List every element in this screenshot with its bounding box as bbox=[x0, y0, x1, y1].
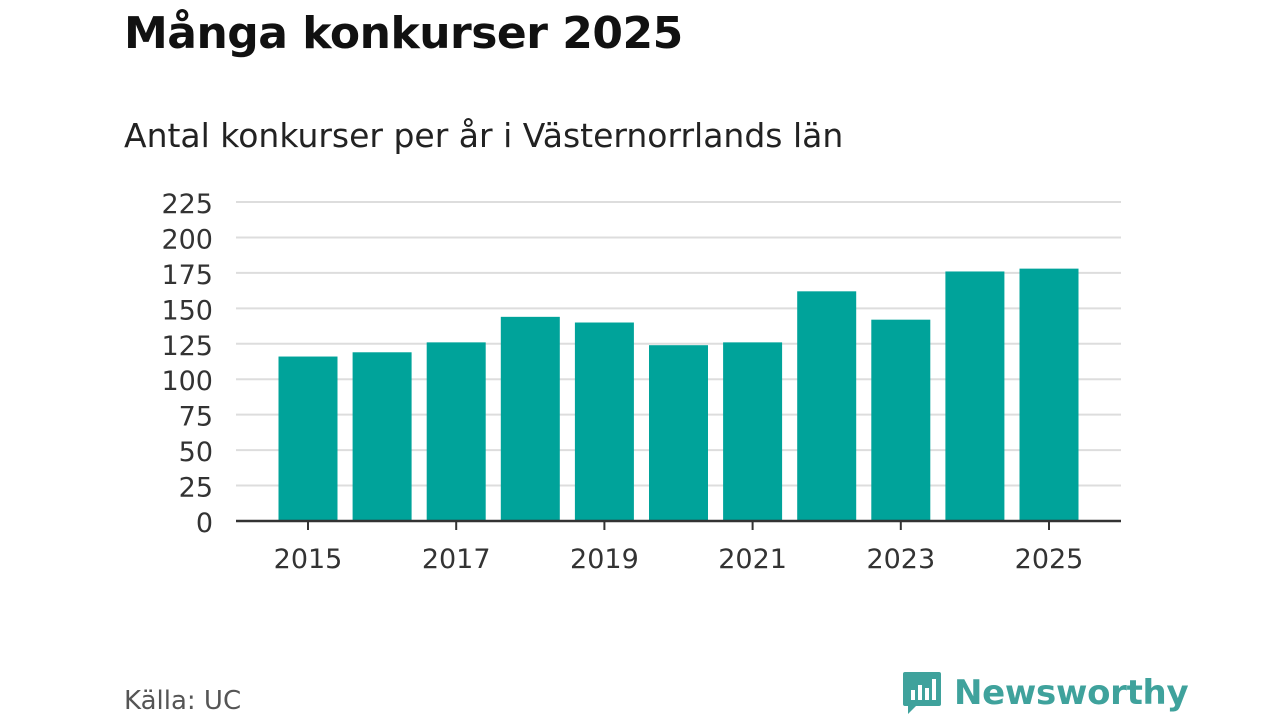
x-tick-label: 2025 bbox=[1015, 544, 1084, 575]
x-tick-label: 2017 bbox=[422, 544, 491, 575]
bar-2017 bbox=[426, 342, 486, 521]
brand-logo: Newsworthy bbox=[902, 670, 1189, 716]
bar-2020 bbox=[649, 345, 708, 521]
y-tick-label: 150 bbox=[161, 295, 213, 326]
bar-2024 bbox=[945, 271, 1005, 521]
y-tick-label: 125 bbox=[161, 331, 213, 362]
x-tick-label: 2019 bbox=[570, 544, 639, 575]
y-tick-label: 200 bbox=[161, 224, 213, 255]
source-note: Källa: UC bbox=[124, 686, 242, 716]
chart-title: Många konkurser 2025 bbox=[124, 8, 683, 59]
x-tick-label: 2021 bbox=[718, 544, 787, 575]
bar-2021 bbox=[723, 342, 783, 521]
y-tick-label: 75 bbox=[179, 402, 213, 433]
newsworthy-logo-icon bbox=[903, 672, 941, 714]
bar-2016 bbox=[352, 352, 412, 521]
bar-2015 bbox=[278, 356, 338, 521]
chart-subtitle: Antal konkurser per år i Västernorrlands… bbox=[124, 116, 844, 155]
brand-name: Newsworthy bbox=[954, 673, 1189, 713]
y-tick-label: 100 bbox=[161, 366, 213, 397]
y-tick-label: 225 bbox=[161, 189, 213, 220]
bar-2025 bbox=[1019, 268, 1079, 521]
bar-2022 bbox=[797, 291, 857, 521]
bar-2023 bbox=[871, 319, 931, 521]
y-tick-label: 25 bbox=[179, 473, 213, 504]
x-tick-label: 2023 bbox=[866, 544, 935, 575]
y-tick-label: 175 bbox=[161, 260, 213, 291]
y-tick-label: 0 bbox=[196, 508, 213, 539]
bar-2019 bbox=[574, 322, 634, 521]
bar-2018 bbox=[500, 316, 560, 521]
x-tick-label: 2015 bbox=[274, 544, 343, 575]
y-tick-label: 50 bbox=[179, 437, 213, 468]
